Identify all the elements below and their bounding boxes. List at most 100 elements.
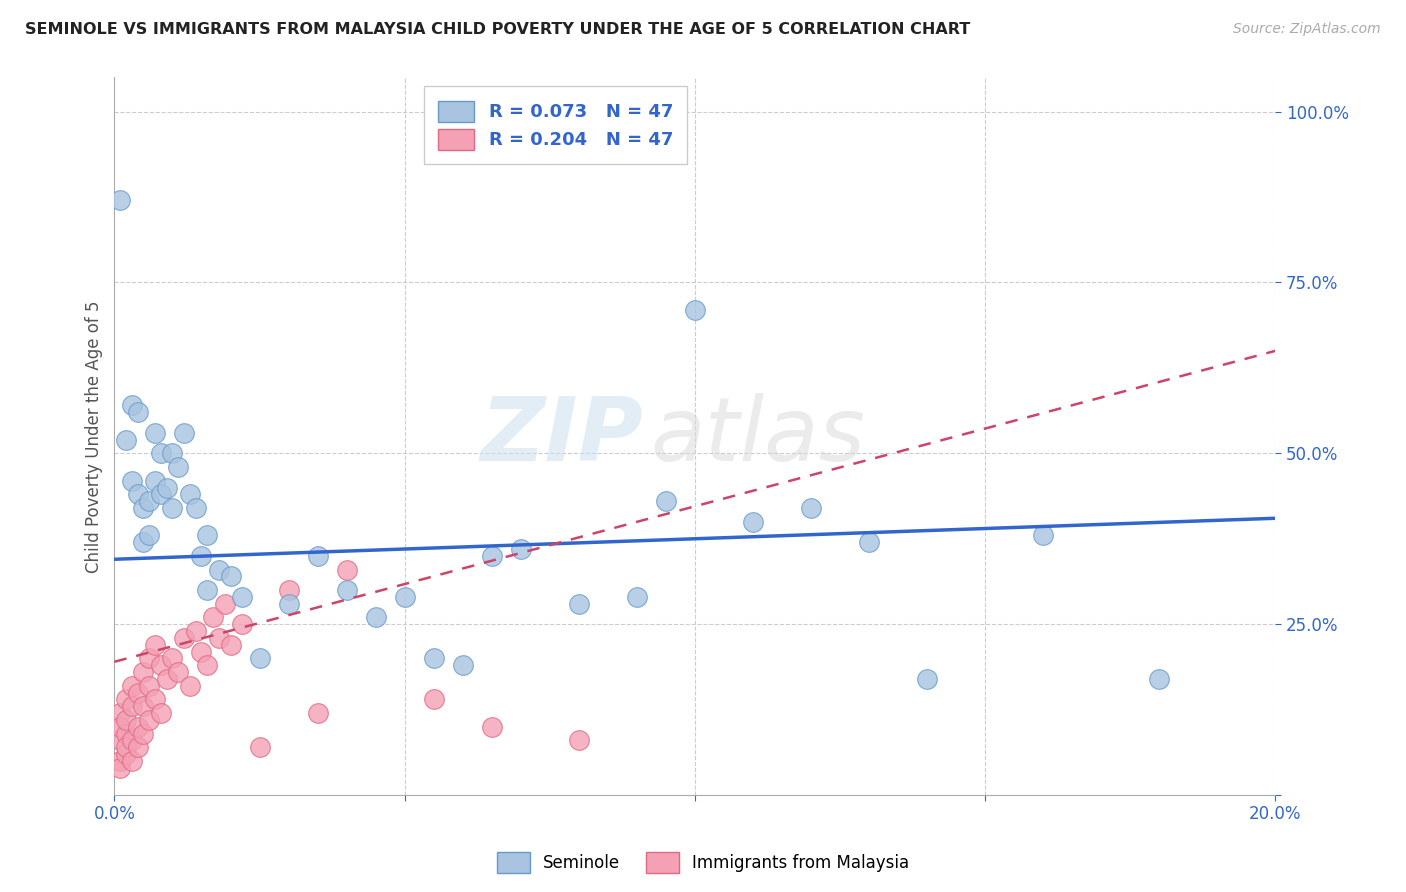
Point xyxy=(143,474,166,488)
Point xyxy=(249,740,271,755)
Point xyxy=(127,740,149,755)
Point xyxy=(568,597,591,611)
Point xyxy=(162,446,184,460)
Point xyxy=(915,672,938,686)
Point xyxy=(162,651,184,665)
Point xyxy=(277,597,299,611)
Text: SEMINOLE VS IMMIGRANTS FROM MALAYSIA CHILD POVERTY UNDER THE AGE OF 5 CORRELATIO: SEMINOLE VS IMMIGRANTS FROM MALAYSIA CHI… xyxy=(25,22,970,37)
Point xyxy=(683,302,706,317)
Point xyxy=(110,733,132,747)
Point xyxy=(156,481,179,495)
Point xyxy=(422,651,444,665)
Point xyxy=(626,590,648,604)
Legend: Seminole, Immigrants from Malaysia: Seminole, Immigrants from Malaysia xyxy=(491,846,915,880)
Point xyxy=(115,433,138,447)
Point xyxy=(214,597,236,611)
Point xyxy=(277,582,299,597)
Point xyxy=(336,562,359,576)
Point xyxy=(336,582,359,597)
Point xyxy=(208,631,231,645)
Point xyxy=(115,726,138,740)
Point xyxy=(110,194,132,208)
Point xyxy=(156,672,179,686)
Text: ZIP: ZIP xyxy=(479,392,643,480)
Point xyxy=(481,549,503,563)
Point xyxy=(121,699,143,714)
Point xyxy=(1149,672,1171,686)
Point xyxy=(190,644,212,658)
Point xyxy=(167,460,190,475)
Point xyxy=(127,685,149,699)
Point xyxy=(149,446,172,460)
Point xyxy=(149,706,172,720)
Point xyxy=(173,425,195,440)
Point xyxy=(219,638,242,652)
Point xyxy=(184,501,207,516)
Point xyxy=(110,754,132,768)
Point xyxy=(149,658,172,673)
Point xyxy=(481,720,503,734)
Point xyxy=(195,658,218,673)
Point xyxy=(115,692,138,706)
Point xyxy=(121,733,143,747)
Point xyxy=(138,651,160,665)
Point xyxy=(132,535,155,549)
Point xyxy=(655,494,678,508)
Point xyxy=(195,582,218,597)
Point xyxy=(307,549,329,563)
Point xyxy=(1032,528,1054,542)
Point xyxy=(162,501,184,516)
Point xyxy=(121,399,143,413)
Point xyxy=(110,706,132,720)
Point xyxy=(143,425,166,440)
Text: Source: ZipAtlas.com: Source: ZipAtlas.com xyxy=(1233,22,1381,37)
Point xyxy=(422,692,444,706)
Text: atlas: atlas xyxy=(651,393,866,479)
Point xyxy=(195,528,218,542)
Point xyxy=(509,541,531,556)
Point xyxy=(127,405,149,419)
Point xyxy=(138,494,160,508)
Y-axis label: Child Poverty Under the Age of 5: Child Poverty Under the Age of 5 xyxy=(86,300,103,573)
Point xyxy=(132,699,155,714)
Point xyxy=(115,713,138,727)
Point xyxy=(179,679,201,693)
Point xyxy=(742,515,765,529)
Point xyxy=(364,610,387,624)
Point xyxy=(179,487,201,501)
Point xyxy=(127,720,149,734)
Point xyxy=(219,569,242,583)
Point xyxy=(132,665,155,679)
Point xyxy=(149,487,172,501)
Point xyxy=(307,706,329,720)
Point xyxy=(184,624,207,638)
Point xyxy=(110,720,132,734)
Point xyxy=(231,617,253,632)
Point xyxy=(451,658,474,673)
Point xyxy=(138,528,160,542)
Point xyxy=(127,487,149,501)
Point xyxy=(190,549,212,563)
Point xyxy=(121,754,143,768)
Point xyxy=(121,679,143,693)
Point xyxy=(110,761,132,775)
Point xyxy=(121,474,143,488)
Point xyxy=(115,747,138,761)
Point xyxy=(858,535,880,549)
Point xyxy=(173,631,195,645)
Point xyxy=(132,501,155,516)
Point xyxy=(167,665,190,679)
Point xyxy=(394,590,416,604)
Point xyxy=(143,638,166,652)
Point xyxy=(132,726,155,740)
Point xyxy=(138,713,160,727)
Point xyxy=(115,740,138,755)
Point xyxy=(202,610,225,624)
Point xyxy=(208,562,231,576)
Point xyxy=(568,733,591,747)
Point xyxy=(138,679,160,693)
Point xyxy=(231,590,253,604)
Point xyxy=(143,692,166,706)
Point xyxy=(249,651,271,665)
Point xyxy=(800,501,823,516)
